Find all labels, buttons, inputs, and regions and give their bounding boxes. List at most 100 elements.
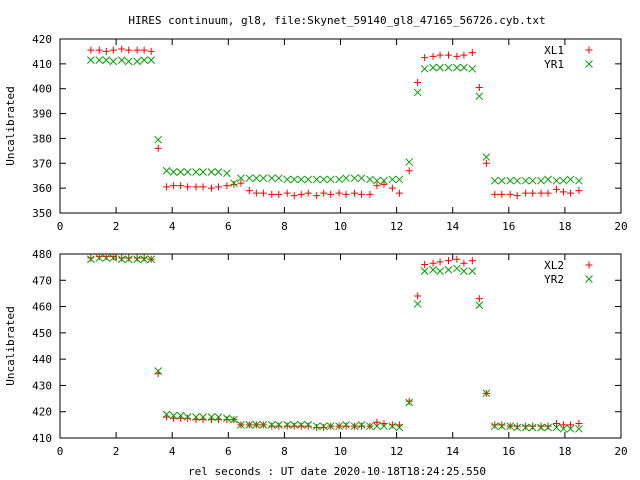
top-point-yr1 (326, 175, 335, 184)
bottom-point-xl2 (342, 422, 350, 430)
bottom-point-xl2 (87, 254, 95, 262)
top-point-yr1 (366, 175, 374, 184)
bottom-point-xl2 (475, 295, 483, 303)
top-point-yr1 (373, 176, 381, 185)
top-point-yr1 (521, 176, 530, 185)
top-y-axis-label: Uncalibrated (4, 86, 17, 165)
top-x-tick-label: 4 (169, 220, 176, 233)
bottom-point-yr2 (537, 423, 545, 432)
top-point-xl1 (192, 183, 200, 191)
top-point-yr1 (544, 175, 552, 184)
top-point-yr1 (199, 168, 207, 176)
bottom-x-tick-label: 8 (281, 445, 288, 458)
bottom-point-xl2 (529, 422, 537, 430)
top-point-xl1 (429, 52, 437, 60)
top-point-yr1 (413, 88, 422, 97)
bottom-x-tick-label: 12 (390, 445, 403, 458)
top-point-yr1 (274, 174, 283, 183)
top-y-tick-label: 360 (32, 182, 52, 195)
bottom-point-yr2 (544, 423, 552, 432)
bottom-point-yr2 (154, 367, 163, 375)
bottom-point-yr2 (230, 415, 238, 424)
top-point-xl1 (358, 190, 366, 198)
bottom-point-xl2 (297, 422, 305, 430)
bottom-point-yr2 (237, 421, 245, 429)
top-y-tick-label: 400 (32, 83, 52, 96)
plot-top: 0 2 4 6 8 10 12 14 16 18 20 350 360 370 380 390 400 410 42… (4, 33, 628, 233)
bottom-point-yr2 (335, 422, 343, 431)
top-point-xl1 (444, 51, 452, 59)
bottom-point-yr2 (223, 414, 231, 423)
bottom-point-yr2 (274, 421, 283, 429)
bottom-point-yr2 (319, 422, 328, 431)
top-x-tick-label: 16 (502, 220, 515, 233)
top-point-xl1 (237, 179, 245, 187)
bottom-x-tick-label: 10 (334, 445, 347, 458)
top-point-xl1 (335, 189, 343, 197)
bottom-point-xl2 (414, 292, 422, 300)
top-point-xl1 (297, 190, 305, 198)
top-point-yr1 (183, 168, 192, 176)
top-point-yr1 (95, 56, 104, 64)
bottom-point-yr2 (413, 300, 422, 308)
top-point-yr1 (436, 63, 444, 72)
bottom-point-xl2 (468, 257, 476, 265)
top-point-xl1 (436, 51, 444, 59)
top-point-xl1 (259, 189, 267, 197)
top-point-yr1 (214, 168, 223, 176)
top-point-xl1 (95, 46, 103, 54)
top-point-xl1 (207, 184, 215, 192)
top-point-yr1 (207, 168, 216, 176)
bottom-point-xl2 (498, 421, 506, 429)
bottom-point-yr2 (245, 421, 254, 429)
top-point-yr1 (192, 168, 200, 176)
bottom-point-yr2 (388, 422, 397, 431)
top-point-xl1 (102, 47, 110, 55)
top-point-yr1 (350, 174, 359, 183)
bottom-y-tick-label: 450 (32, 327, 52, 340)
top-point-yr1 (252, 174, 261, 183)
top-point-xl1 (109, 46, 117, 54)
top-point-yr1 (102, 56, 111, 64)
top-point-yr1 (460, 63, 468, 72)
top-point-xl1 (283, 189, 291, 197)
top-y-tick-label: 410 (32, 58, 52, 71)
top-legend-label-xl1: XL1 (544, 44, 564, 57)
top-point-xl1 (373, 182, 381, 190)
bottom-point-yr2 (429, 265, 437, 274)
bottom-point-xl2 (109, 253, 117, 261)
top-point-xl1 (388, 184, 396, 192)
bottom-point-yr2 (109, 254, 118, 262)
bottom-point-yr2 (147, 255, 156, 264)
top-point-xl1 (380, 180, 388, 188)
top-plot-frame (59, 38, 622, 214)
bottom-x-tick-label: 0 (57, 445, 64, 458)
bottom-point-yr2 (312, 422, 321, 431)
bottom-point-yr2 (575, 424, 583, 433)
bottom-point-yr2 (259, 421, 268, 429)
bottom-point-xl2 (405, 397, 413, 405)
bottom-legend-marker-yr2 (585, 275, 593, 283)
bottom-point-xl2 (436, 258, 444, 266)
bottom-point-xl2 (275, 422, 283, 430)
bottom-point-yr2 (506, 422, 515, 431)
bottom-point-xl2 (95, 253, 103, 261)
top-point-yr1 (290, 175, 299, 184)
top-point-xl1 (214, 183, 222, 191)
bottom-x-tick-label: 6 (225, 445, 232, 458)
bottom-point-yr2 (528, 423, 537, 432)
bottom-point-yr2 (350, 422, 359, 431)
top-point-xl1 (567, 189, 575, 197)
top-point-yr1 (490, 176, 499, 185)
bottom-point-yr2 (475, 301, 484, 310)
top-x-tick-label: 6 (225, 220, 232, 233)
top-point-yr1 (312, 175, 321, 184)
bottom-point-yr2 (162, 410, 171, 419)
bottom-point-yr2 (405, 398, 414, 407)
bottom-point-xl2 (140, 254, 148, 262)
bottom-point-xl2 (522, 422, 530, 430)
top-point-yr1 (405, 158, 414, 166)
top-point-yr1 (575, 176, 583, 185)
top-point-xl1 (460, 51, 468, 59)
